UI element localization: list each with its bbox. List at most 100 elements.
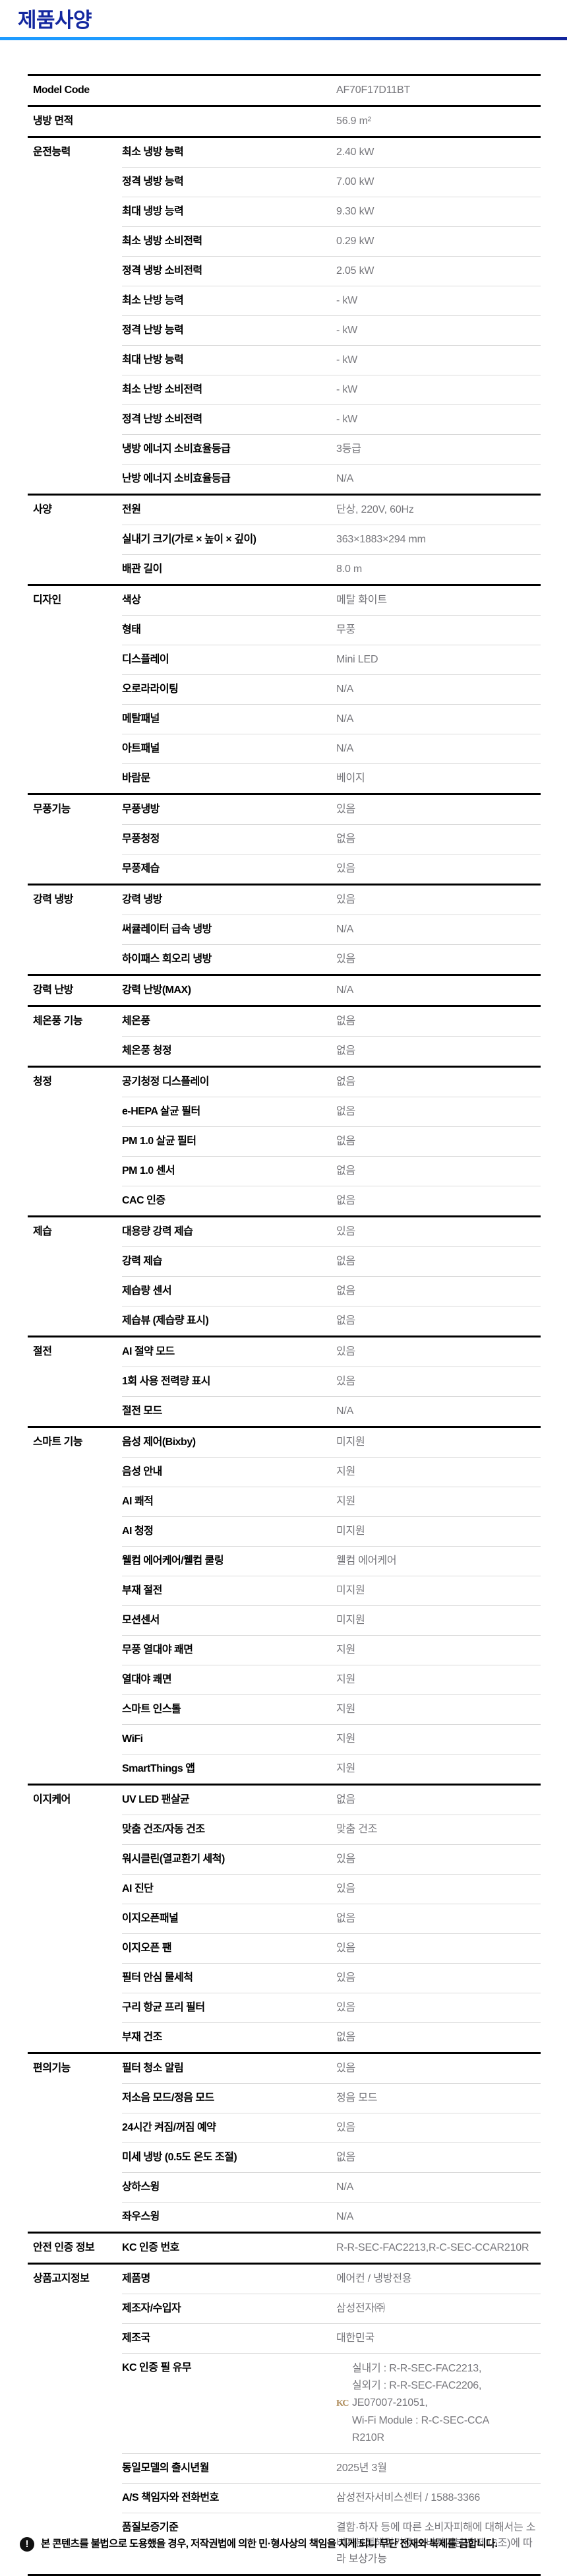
spec-label: 이지오픈 팬	[122, 1943, 172, 1954]
spec-row: 1회 사용 전력량 표시 있음	[122, 1367, 541, 1396]
spec-row: 웰컴 에어케어/웰컴 쿨링 웰컴 에어케어	[122, 1546, 541, 1576]
spec-value: 없음	[336, 1076, 356, 1087]
spec-value: R-R-SEC-FAC2213,R-C-SEC-CCAR210R	[336, 2242, 529, 2253]
spec-row: 품질보증기준 결함·하자 등에 따른 소비자피해에 대해서는 소비자분쟁해결기준(…	[122, 2513, 541, 2574]
spec-label: 하이패스 회오리 냉방	[122, 953, 212, 965]
spec-value: 없음	[336, 1285, 356, 1297]
spec-row: 음성 제어(Bixby) 미지원	[122, 1428, 541, 1457]
spec-row: 바람문 베이지	[122, 763, 541, 793]
category-label: 절전	[33, 1346, 52, 1357]
spec-label: AI 쾌적	[122, 1496, 154, 1507]
spec-label: 저소음 모드/정음 모드	[122, 2092, 214, 2104]
spec-value: 있음	[336, 1346, 356, 1357]
spec-label: 실내기 크기(가로 × 높이 × 깊이)	[122, 534, 256, 545]
spec-label: 오로라라이팅	[122, 684, 179, 695]
spec-label: 강력 제습	[122, 1256, 162, 1267]
spec-row: 스마트 인스톨 지원	[122, 1694, 541, 1724]
spec-row: 제조자/수입자 삼성전자㈜	[122, 2294, 541, 2323]
spec-value: 있음	[336, 953, 356, 965]
spec-value: 있음	[336, 894, 356, 905]
spec-row: 무풍제습 있음	[122, 854, 541, 884]
spec-section: 스마트 기능 음성 제어(Bixby) 미지원 음성 안내 지원 AI 쾌적 지원 AI 청정…	[28, 1426, 541, 1784]
spec-row: KC 인증 번호 R-R-SEC-FAC2213,R-C-SEC-CCAR210R	[122, 2234, 541, 2263]
spec-value: N/A	[336, 2181, 354, 2193]
spec-row: 열대야 쾌면 지원	[122, 1665, 541, 1694]
category-label: 상품고지정보	[33, 2273, 90, 2284]
spec-value: 무풍	[336, 624, 356, 635]
spec-row: 제조국 대한민국	[122, 2323, 541, 2353]
section-rows: 체온풍 없음 체온풍 청정 없음	[122, 1007, 541, 1066]
spec-row: AI 청정 미지원	[122, 1516, 541, 1546]
spec-value: 대한민국	[336, 2333, 375, 2344]
category-label: 청정	[33, 1076, 52, 1087]
spec-value: 없음	[336, 1256, 356, 1267]
section-rows: 음성 제어(Bixby) 미지원 음성 안내 지원 AI 쾌적 지원 AI 청정 미지원 웰컴 …	[122, 1428, 541, 1784]
spec-label: 공기청정 디스플레이	[122, 1076, 209, 1087]
spec-label: 최대 난방 능력	[122, 354, 184, 366]
spec-label: 바람문	[122, 773, 150, 784]
spec-label: 부재 절전	[122, 1585, 162, 1596]
section-rows: 대용량 강력 제습 있음 강력 제습 없음 제습량 센서 없음 제습뷰 (제습량 표시) 없음	[122, 1217, 541, 1336]
spec-value: 지원	[336, 1763, 356, 1774]
spec-row: 형태 무풍	[122, 615, 541, 645]
spec-value-line: R210R	[352, 2432, 384, 2443]
spec-value: 없음	[336, 1913, 356, 1924]
spec-label: 1회 사용 전력량 표시	[122, 1376, 211, 1387]
spec-value: 있음	[336, 1972, 356, 1983]
spec-label: 모션센서	[122, 1615, 160, 1626]
spec-row: SmartThings 앱 지원	[122, 1754, 541, 1784]
spec-row: 최소 냉방 능력 2.40 kW	[122, 138, 541, 167]
spec-value: 단상, 220V, 60Hz	[336, 504, 414, 515]
spec-row: 체온풍 없음	[122, 1007, 541, 1036]
category-label: 편의기능	[33, 2063, 71, 2074]
spec-value: N/A	[336, 1405, 354, 1417]
spec-row: 최대 난방 능력 - kW	[122, 345, 541, 375]
spec-value: 56.9 m²	[336, 115, 371, 127]
spec-row: AI 쾌적 지원	[122, 1487, 541, 1516]
spec-value: N/A	[336, 713, 354, 724]
spec-value: 없음	[336, 1315, 356, 1326]
spec-section: 상품고지정보 제품명 에어컨 / 냉방전용 제조자/수입자 삼성전자㈜ 제조국 대한민국 KC…	[28, 2263, 541, 2574]
spec-label: A/S 책임자와 전화번호	[122, 2492, 219, 2503]
spec-label: CAC 인증	[122, 1195, 165, 1206]
spec-row: 상하스윙 N/A	[122, 2172, 541, 2202]
spec-label: 품질보증기준	[122, 2522, 179, 2533]
spec-value: 지원	[336, 1644, 356, 1656]
section-rows: KC 인증 번호 R-R-SEC-FAC2213,R-C-SEC-CCAR210R	[122, 2234, 541, 2263]
page-title: 제품사양	[18, 9, 92, 32]
spec-label: AI 청정	[122, 1526, 154, 1537]
spec-row: 써큘레이터 급속 냉방 N/A	[122, 915, 541, 944]
spec-section: 체온풍 기능 체온풍 없음 체온풍 청정 없음	[28, 1005, 541, 1066]
spec-label: 음성 안내	[122, 1466, 162, 1477]
spec-value: 7.00 kW	[336, 176, 374, 187]
spec-value: 정음 모드	[336, 2092, 378, 2104]
spec-label	[122, 107, 336, 136]
spec-label: 정격 난방 능력	[122, 325, 184, 336]
copyright-notice: ! 본 콘텐츠를 불법으로 도용했을 경우, 저작권법에 의한 민·형사상의 책…	[20, 2537, 547, 2552]
spec-label: 필터 안심 물세척	[122, 1972, 193, 1983]
spec-value: N/A	[336, 924, 354, 935]
spec-row: 대용량 강력 제습 있음	[122, 1217, 541, 1246]
spec-value: 0.29 kW	[336, 236, 374, 247]
spec-label: 메탈패널	[122, 713, 160, 724]
spec-label: 제조국	[122, 2333, 150, 2344]
category-label: 이지케어	[33, 1794, 71, 1805]
spec-label: 강력 난방(MAX)	[122, 984, 191, 996]
spec-label: 스마트 인스톨	[122, 1704, 181, 1715]
category-label: 강력 난방	[33, 984, 73, 996]
section-rows: 무풍냉방 있음 무풍청정 없음 무풍제습 있음	[122, 795, 541, 884]
spec-row: 강력 제습 없음	[122, 1246, 541, 1276]
spec-value: 9.30 kW	[336, 206, 374, 217]
spec-value: 에어컨 / 냉방전용	[336, 2273, 412, 2284]
spec-value: 없음	[336, 1015, 356, 1027]
spec-label: UV LED 팬살균	[122, 1794, 190, 1805]
spec-value: N/A	[336, 2211, 354, 2222]
spec-row: 최소 난방 능력 - kW	[122, 286, 541, 315]
spec-section: 무풍기능 무풍냉방 있음 무풍청정 없음 무풍제습 있음	[28, 793, 541, 884]
spec-row: 제습량 센서 없음	[122, 1276, 541, 1306]
spec-value: 2.05 kW	[336, 265, 374, 276]
spec-section: 절전 AI 절약 모드 있음 1회 사용 전력량 표시 있음 절전 모드 N/A	[28, 1336, 541, 1426]
spec-label: 정격 난방 소비전력	[122, 414, 202, 425]
spec-label: WiFi	[122, 1733, 143, 1745]
spec-value: N/A	[336, 473, 354, 484]
